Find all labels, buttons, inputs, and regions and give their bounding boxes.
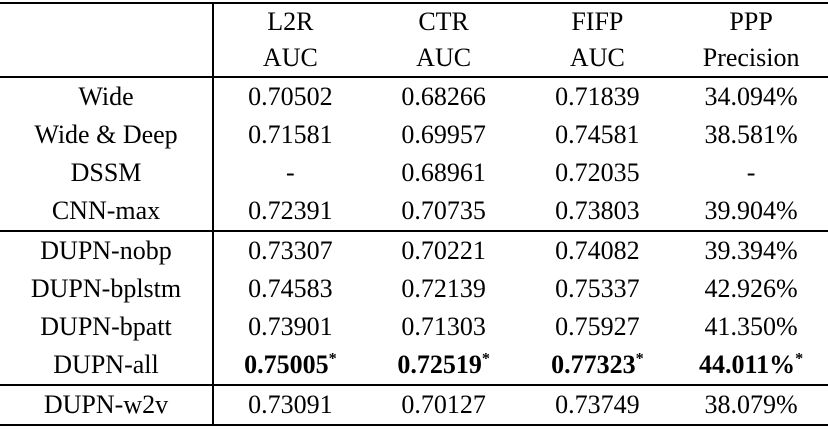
column-subheader-fifp-auc: AUC — [520, 40, 675, 78]
table-row-dupn-bpatt: DUPN-bpatt 0.73901 0.71303 0.75927 41.35… — [0, 308, 828, 346]
column-header-ctr: CTR — [418, 7, 469, 36]
row-label: DUPN-nobp — [0, 230, 214, 270]
best-value: 0.72519 — [397, 350, 482, 379]
table-cell: - — [286, 158, 295, 187]
table-cell: 0.72035 — [555, 158, 640, 187]
header-row-metric: L2R CTR FIFP PPP — [0, 3, 828, 40]
table-row-dupn-nobp: DUPN-nobp 0.73307 0.70221 0.74082 39.394… — [0, 230, 828, 270]
table-cell: 34.094% — [704, 82, 798, 111]
column-subheader-ppp-precision: Precision — [674, 40, 828, 78]
table-cell: 0.70221 — [366, 230, 521, 270]
table-cell: 41.350% — [704, 312, 798, 341]
table-cell: 0.70735 — [401, 196, 486, 225]
table-cell: - — [746, 158, 756, 187]
table-body: Wide 0.70502 0.68266 0.71839 34.094% Wid… — [0, 77, 828, 425]
table-cell: 42.926% — [704, 274, 798, 303]
table-cell: 0.77323* — [521, 346, 675, 385]
row-label: CNN-max — [0, 192, 214, 231]
significance-star: * — [635, 350, 644, 368]
row-label: Wide — [0, 77, 214, 116]
best-value: 0.77323 — [551, 350, 636, 379]
table-cell: 0.70127 — [366, 384, 521, 425]
header-corner-cell — [0, 3, 214, 40]
table-row-dupn-all: DUPN-all 0.75005* 0.72519* 0.77323* 44.0… — [0, 346, 828, 385]
table-cell: 0.73749 — [520, 384, 675, 425]
table-cell: 0.72139 — [401, 274, 486, 303]
column-header-l2r: L2R — [267, 7, 314, 36]
table-row-dupn-w2v: DUPN-w2v 0.73091 0.70127 0.73749 38.079% — [0, 384, 828, 425]
table-cell: 0.72519* — [367, 346, 521, 385]
table-cell: 0.75337 — [555, 274, 640, 303]
table-cell: 0.71581 — [248, 120, 333, 149]
table-cell: 0.74583 — [248, 274, 333, 303]
table-cell: 0.71303 — [401, 312, 486, 341]
row-label: DUPN-bpatt — [0, 308, 214, 346]
significance-star: * — [481, 350, 490, 368]
table-cell: 0.73091 — [213, 384, 367, 425]
table-cell: 38.079% — [674, 384, 828, 425]
table-cell: 0.75005* — [213, 346, 367, 385]
table-row-cnn-max: CNN-max 0.72391 0.70735 0.73803 39.904% — [0, 192, 828, 231]
table-cell: 38.581% — [704, 120, 798, 149]
row-label: DUPN-bplstm — [0, 270, 214, 308]
table-cell: 0.68961 — [401, 158, 486, 187]
table-cell: 39.394% — [674, 230, 828, 270]
best-value: 44.011% — [699, 350, 796, 379]
significance-star: * — [328, 350, 337, 368]
table-header: L2R CTR FIFP PPP AUC AUC AUC Precision — [0, 3, 828, 78]
table-cell: 0.73803 — [555, 196, 640, 225]
table-cell: 39.904% — [704, 196, 798, 225]
table-cell: 44.011%* — [674, 346, 828, 385]
table-cell: 0.71839 — [555, 82, 640, 111]
table-cell: 0.70502 — [248, 82, 333, 111]
column-header-fifp: FIFP — [571, 7, 624, 36]
table-cell: 0.73901 — [248, 312, 333, 341]
table-cell: 0.73307 — [213, 230, 367, 270]
table-cell: 0.75927 — [555, 312, 640, 341]
column-subheader-l2r-auc: AUC — [213, 40, 367, 78]
row-label: DUPN-all — [0, 346, 214, 385]
table-row-dupn-bplstm: DUPN-bplstm 0.74583 0.72139 0.75337 42.9… — [0, 270, 828, 308]
best-value: 0.75005 — [244, 350, 329, 379]
row-label: DSSM — [0, 154, 214, 192]
table-cell: 0.72391 — [248, 196, 333, 225]
table-row-wide: Wide 0.70502 0.68266 0.71839 34.094% — [0, 77, 828, 116]
header-row-measure: AUC AUC AUC Precision — [0, 40, 828, 78]
column-subheader-ctr-auc: AUC — [366, 40, 521, 78]
table-row-wide-and-deep: Wide & Deep 0.71581 0.69957 0.74581 38.5… — [0, 116, 828, 154]
table-cell: 0.69957 — [401, 120, 486, 149]
significance-star: * — [795, 350, 804, 368]
table-cell: 0.74082 — [520, 230, 675, 270]
table-cell: 0.68266 — [401, 82, 486, 111]
table-cell: 0.74581 — [555, 120, 640, 149]
row-label: DUPN-w2v — [0, 384, 214, 425]
header-corner-cell — [0, 40, 214, 78]
row-label: Wide & Deep — [0, 116, 214, 154]
table-row-dssm: DSSM - 0.68961 0.72035 - — [0, 154, 828, 192]
column-header-ppp: PPP — [729, 7, 773, 36]
